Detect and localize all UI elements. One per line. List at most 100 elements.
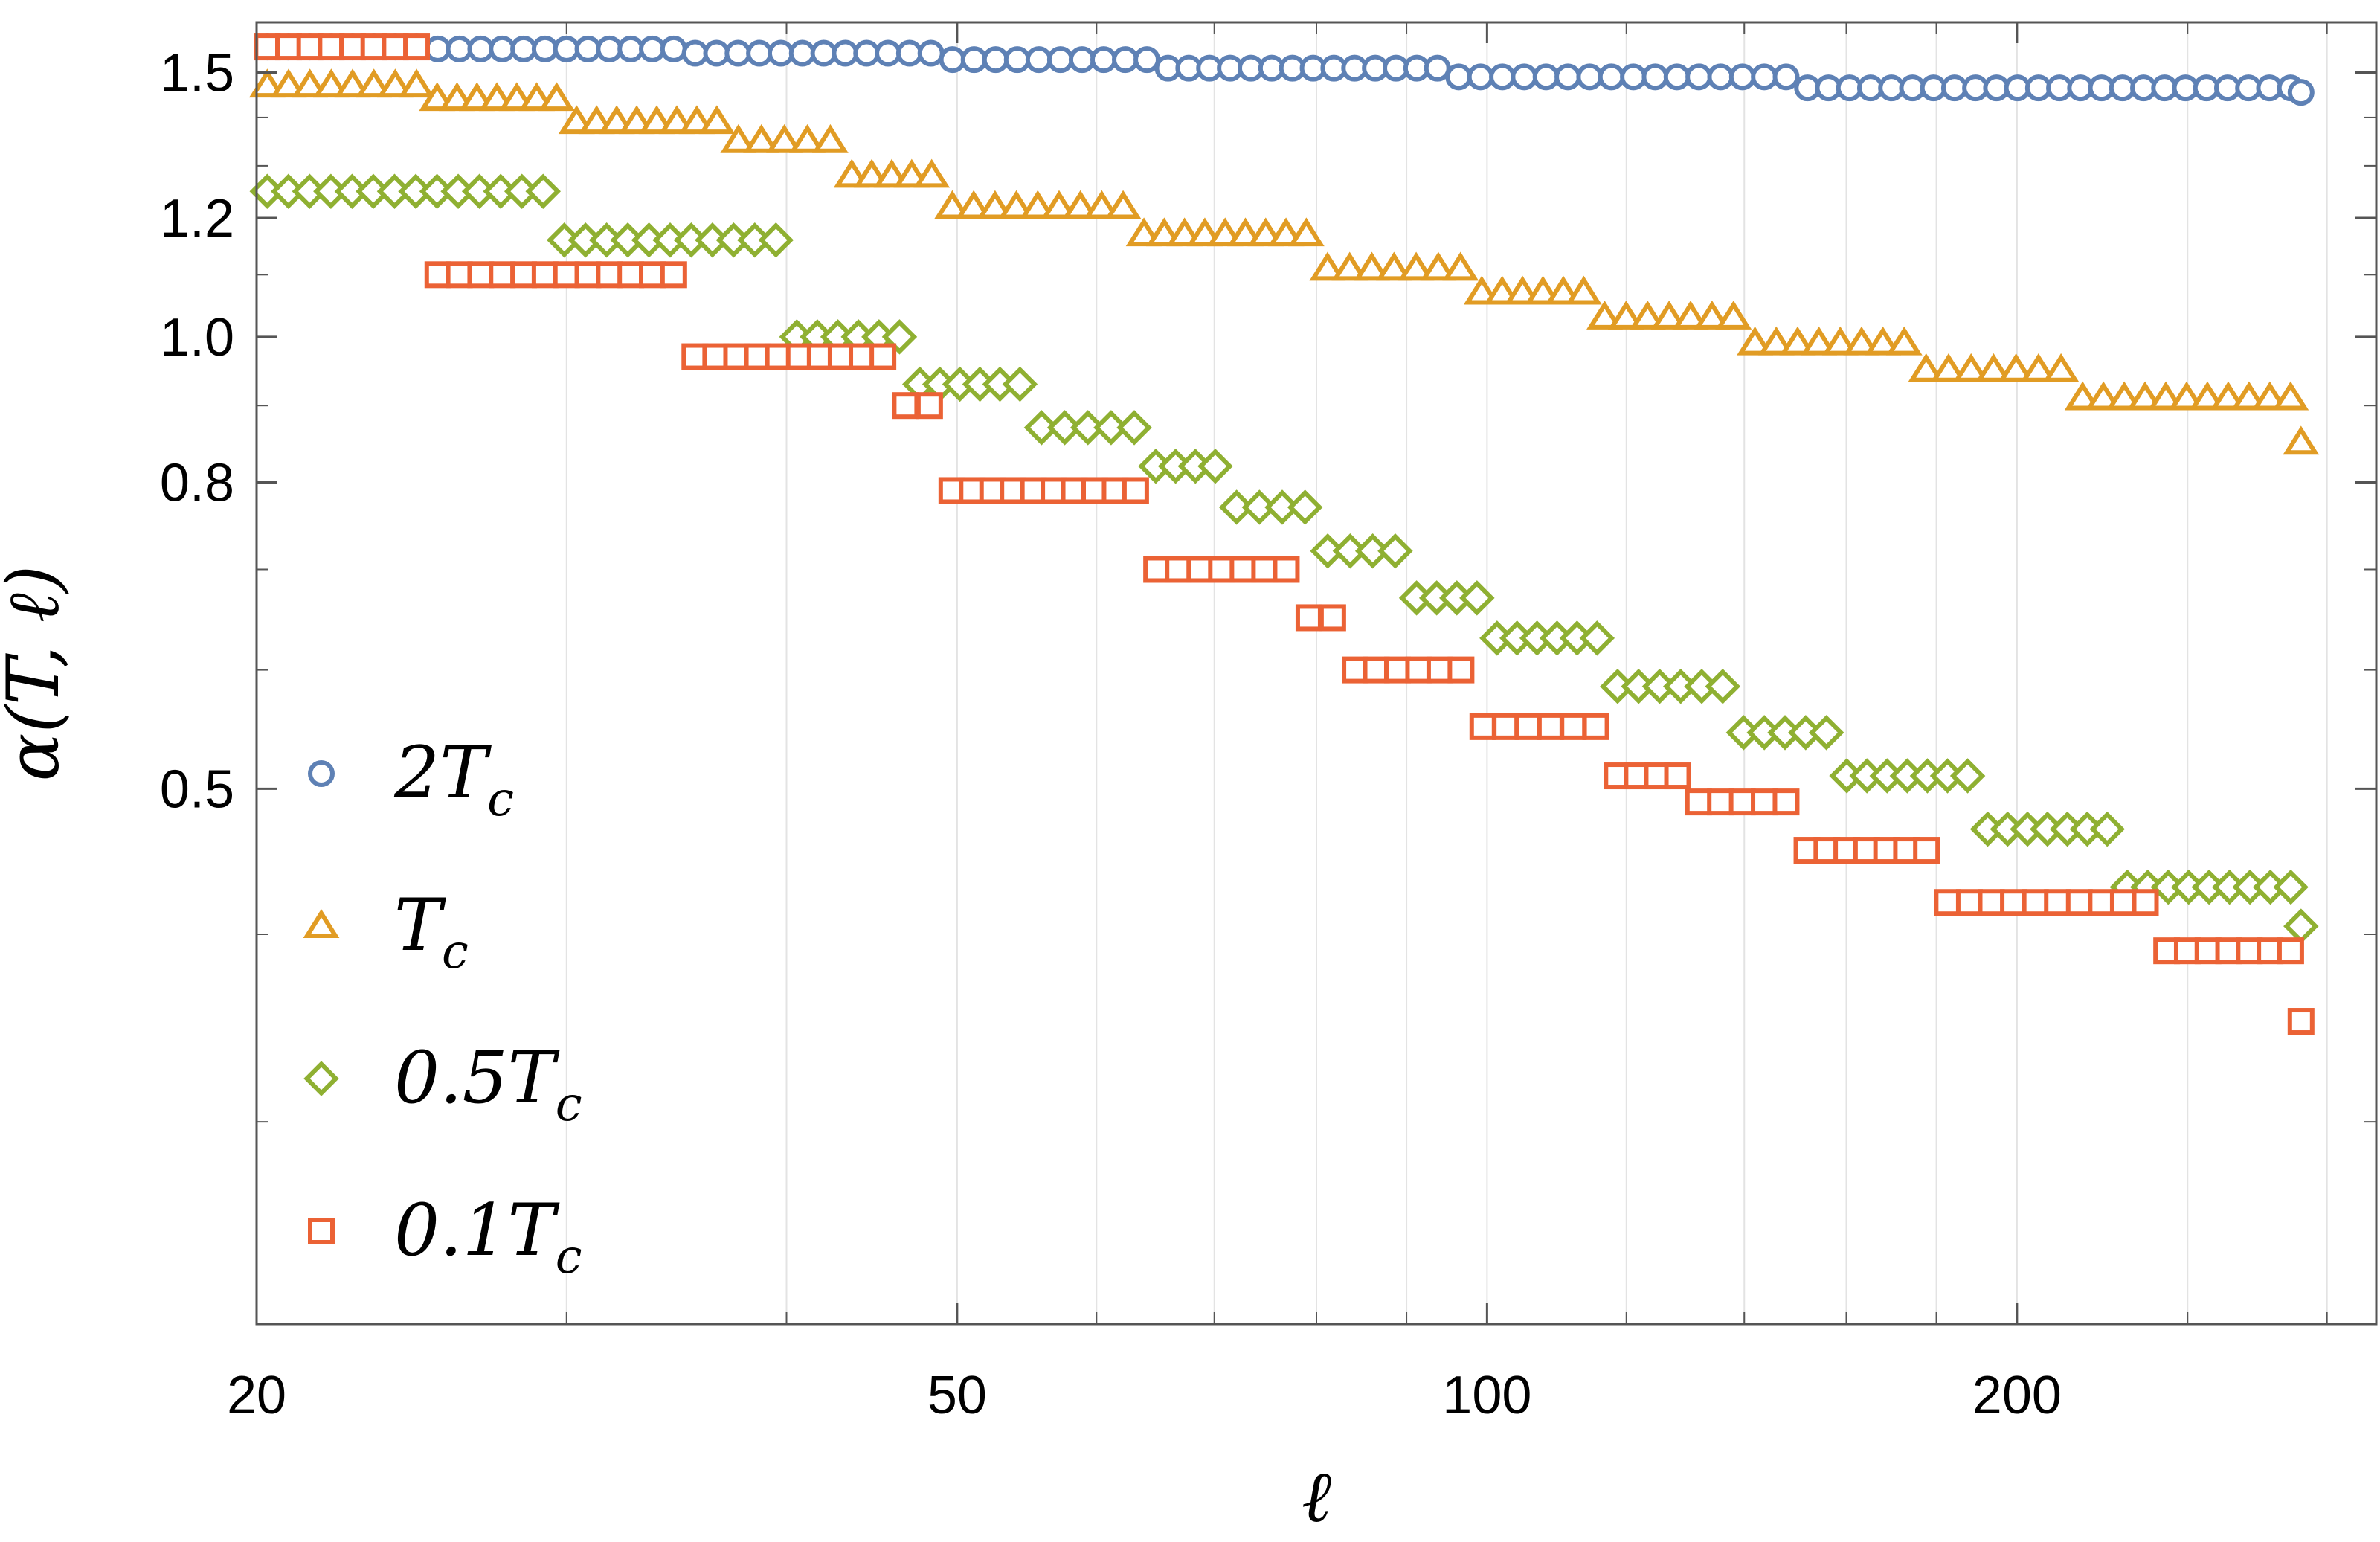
axis-ticks <box>255 22 2376 1324</box>
data-point <box>1545 275 1582 305</box>
data-point <box>934 190 971 219</box>
data-point <box>1492 713 1519 740</box>
data-point <box>1002 366 1038 402</box>
data-point <box>724 39 752 67</box>
data-point <box>875 39 902 67</box>
data-point <box>1309 251 1346 281</box>
data-point <box>639 35 666 62</box>
data-point <box>446 261 473 289</box>
data-point <box>913 158 951 188</box>
data-point <box>1377 533 1413 569</box>
legend-marker <box>303 1061 339 1096</box>
data-point <box>1582 713 1609 740</box>
data-point <box>2089 811 2125 847</box>
data-point <box>1504 275 1541 305</box>
x-tick-label: 50 <box>927 1366 987 1425</box>
legend-label-sub: c <box>556 1230 582 1285</box>
data-point <box>1484 275 1521 305</box>
data-point <box>1062 190 1099 219</box>
data-point <box>1083 190 1120 219</box>
data-point <box>1003 46 1031 74</box>
data-point <box>1375 251 1412 281</box>
data-point <box>553 35 580 62</box>
data-point <box>1068 46 1096 74</box>
data-point <box>746 39 774 67</box>
series-square <box>254 33 2315 1035</box>
data-point <box>1728 63 1756 91</box>
data-point <box>955 190 992 219</box>
data-point <box>1218 489 1255 525</box>
data-point <box>2126 381 2164 411</box>
legend-label: 2Tc <box>393 731 514 827</box>
data-point <box>538 82 575 112</box>
data-point <box>1955 889 1983 916</box>
data-point <box>1125 217 1162 247</box>
data-point <box>853 39 881 67</box>
data-point <box>617 261 645 289</box>
data-point <box>758 222 794 258</box>
data-point <box>767 39 794 67</box>
x-axis-title: ℓ <box>1302 1455 1331 1538</box>
data-point <box>1629 301 1666 330</box>
data-point <box>510 261 538 289</box>
legend-label-main: 0.5T <box>394 1036 560 1119</box>
data-point <box>446 35 473 62</box>
data-point <box>1525 275 1561 305</box>
data-point <box>1975 353 2012 382</box>
data-point <box>1707 63 1734 91</box>
data-point <box>1663 63 1691 91</box>
data-point <box>1511 63 1538 91</box>
data-point <box>318 33 345 61</box>
data-point <box>270 68 307 98</box>
legend-label-main: T <box>394 884 446 967</box>
data-point <box>1025 46 1052 74</box>
data-point <box>1310 533 1345 569</box>
data-point <box>1420 251 1457 281</box>
data-point <box>1779 326 1816 356</box>
data-point <box>1934 889 1961 916</box>
data-point <box>1685 788 1712 816</box>
data-point <box>789 123 826 153</box>
data-point <box>1143 556 1171 583</box>
data-point <box>832 39 859 67</box>
data-point <box>2000 889 2027 916</box>
data-point-end <box>2287 1008 2315 1035</box>
data-point <box>1821 326 1859 356</box>
data-point <box>1694 301 1731 330</box>
data-point <box>1949 758 1986 794</box>
data-point <box>398 68 435 98</box>
data-point <box>681 39 709 67</box>
data-point <box>1070 410 1106 446</box>
data-point <box>510 35 538 62</box>
data-point <box>743 123 780 153</box>
data-point <box>334 68 371 98</box>
data-point <box>1715 301 1752 330</box>
data-point <box>1865 326 1902 356</box>
data-point <box>292 68 329 98</box>
data-point <box>1111 46 1139 74</box>
data-point <box>1685 63 1713 91</box>
data-point <box>2088 889 2115 916</box>
data-point <box>553 261 580 289</box>
data-point <box>1116 410 1152 446</box>
data-point <box>1122 477 1149 504</box>
data-point <box>895 39 923 67</box>
data-point <box>1104 190 1142 219</box>
series-circle <box>254 33 2315 106</box>
data-point <box>2022 889 2049 916</box>
data-point <box>1514 713 1542 740</box>
data-point <box>1354 251 1390 281</box>
data-point <box>596 261 623 289</box>
data-point <box>2189 381 2226 411</box>
data-point-end <box>2287 79 2315 106</box>
data-point <box>1354 533 1391 569</box>
legend-marker <box>308 760 335 787</box>
data-point <box>811 123 849 153</box>
tick-labels: 20 50 100 200 0.5 0.8 1.0 1.2 1.5 <box>160 43 2062 1425</box>
legend-marker <box>303 909 340 938</box>
data-point <box>1728 788 1756 816</box>
data-point <box>1019 190 1056 219</box>
data-point <box>1319 604 1346 632</box>
